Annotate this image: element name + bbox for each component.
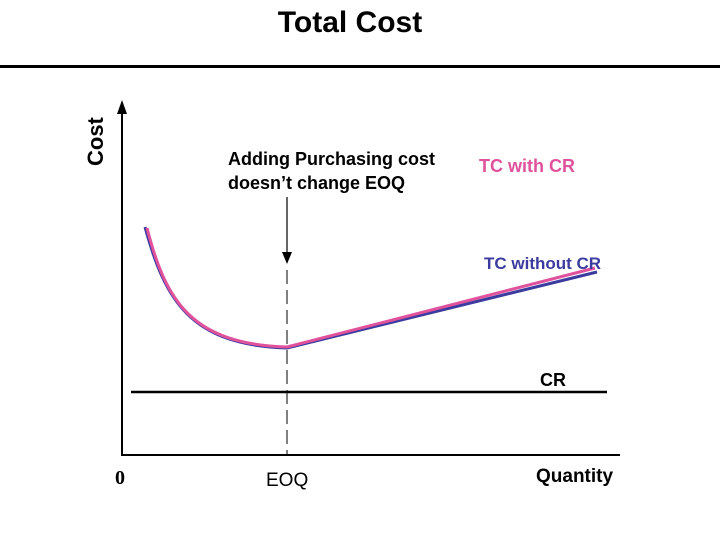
y-axis-label: Cost bbox=[83, 116, 108, 166]
x-axis-label: Quantity bbox=[536, 466, 613, 487]
annotation-arrowhead-icon bbox=[282, 252, 292, 264]
eoq-label: EOQ bbox=[266, 470, 308, 491]
tc-without-cr-label: TC without CR bbox=[484, 254, 601, 273]
tc-with-cr-label: TC with CR bbox=[479, 156, 575, 176]
title-divider bbox=[0, 65, 720, 68]
annotation-line-1: Adding Purchasing cost bbox=[228, 149, 435, 169]
page-title: Total Cost bbox=[277, 6, 423, 39]
annotation-line-2: doesn’t change EOQ bbox=[228, 173, 405, 193]
tc-with-cr-curve bbox=[145, 227, 596, 349]
origin-label: 0 bbox=[115, 467, 125, 489]
cr-label: CR bbox=[540, 370, 566, 390]
y-axis-arrow-icon bbox=[117, 100, 127, 114]
